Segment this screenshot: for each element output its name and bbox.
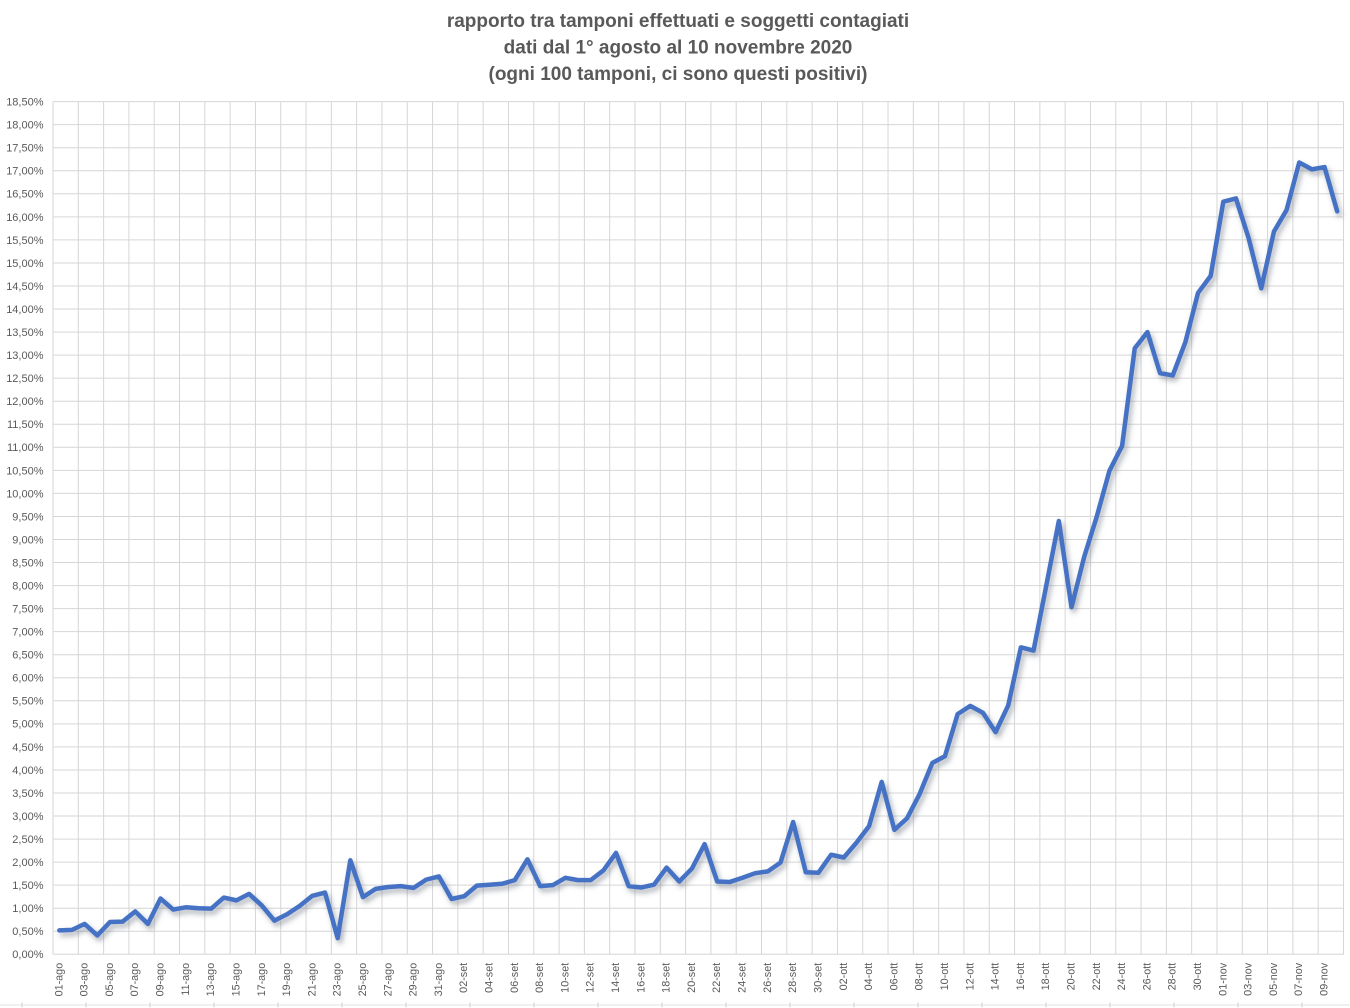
svg-text:0,00%: 0,00% bbox=[12, 949, 43, 961]
svg-text:20-ott: 20-ott bbox=[1066, 963, 1078, 991]
svg-text:2,50%: 2,50% bbox=[12, 834, 43, 846]
svg-text:20-set: 20-set bbox=[686, 963, 698, 993]
svg-text:02-set: 02-set bbox=[458, 963, 470, 993]
svg-text:07-ago: 07-ago bbox=[129, 963, 141, 997]
svg-text:09-nov: 09-nov bbox=[1319, 962, 1331, 996]
svg-text:1,00%: 1,00% bbox=[12, 903, 43, 915]
svg-text:16-set: 16-set bbox=[635, 963, 647, 993]
svg-text:09-ago: 09-ago bbox=[155, 963, 167, 997]
svg-text:01-nov: 01-nov bbox=[1217, 962, 1229, 996]
svg-text:08-set: 08-set bbox=[534, 963, 546, 993]
svg-text:16,50%: 16,50% bbox=[6, 189, 44, 201]
svg-text:dati dal 1° agosto al 10 novem: dati dal 1° agosto al 10 novembre 2020 bbox=[504, 38, 853, 59]
svg-text:31-ago: 31-ago bbox=[433, 963, 445, 997]
svg-text:08-ott: 08-ott bbox=[914, 963, 926, 991]
svg-text:03-nov: 03-nov bbox=[1243, 962, 1255, 996]
svg-text:05-nov: 05-nov bbox=[1268, 962, 1280, 996]
svg-text:18-ott: 18-ott bbox=[1040, 963, 1052, 991]
svg-text:17,00%: 17,00% bbox=[6, 166, 44, 178]
svg-text:8,50%: 8,50% bbox=[12, 557, 43, 569]
svg-text:14-set: 14-set bbox=[610, 963, 622, 993]
svg-text:04-ott: 04-ott bbox=[863, 963, 875, 991]
svg-text:4,00%: 4,00% bbox=[12, 765, 43, 777]
svg-text:11,50%: 11,50% bbox=[7, 419, 44, 431]
svg-text:28-set: 28-set bbox=[787, 963, 799, 993]
svg-text:16-ott: 16-ott bbox=[1015, 963, 1027, 991]
svg-text:10-ott: 10-ott bbox=[939, 963, 951, 991]
svg-text:4,50%: 4,50% bbox=[12, 742, 43, 754]
svg-text:12,50%: 12,50% bbox=[6, 373, 44, 385]
svg-text:30-set: 30-set bbox=[812, 963, 824, 993]
svg-text:28-ott: 28-ott bbox=[1167, 963, 1179, 991]
svg-text:9,00%: 9,00% bbox=[12, 534, 43, 546]
svg-text:3,50%: 3,50% bbox=[12, 788, 43, 800]
svg-text:29-ago: 29-ago bbox=[408, 963, 420, 997]
svg-text:24-ott: 24-ott bbox=[1116, 963, 1128, 991]
svg-text:10,00%: 10,00% bbox=[6, 488, 44, 500]
svg-text:22-set: 22-set bbox=[711, 963, 723, 993]
svg-text:9,50%: 9,50% bbox=[12, 511, 43, 523]
svg-text:8,00%: 8,00% bbox=[12, 581, 43, 593]
svg-text:12-ott: 12-ott bbox=[964, 963, 976, 991]
svg-text:03-ago: 03-ago bbox=[79, 963, 91, 997]
svg-text:0,50%: 0,50% bbox=[12, 926, 43, 938]
svg-text:6,50%: 6,50% bbox=[12, 650, 43, 662]
svg-text:04-set: 04-set bbox=[484, 963, 496, 993]
svg-text:17,50%: 17,50% bbox=[6, 143, 44, 155]
svg-text:06-ott: 06-ott bbox=[888, 963, 900, 991]
svg-text:06-set: 06-set bbox=[509, 963, 521, 993]
svg-text:rapporto tra tamponi effettuat: rapporto tra tamponi effettuati e sogget… bbox=[447, 11, 909, 32]
svg-text:12-set: 12-set bbox=[585, 963, 597, 993]
svg-text:25-ago: 25-ago bbox=[357, 963, 369, 997]
svg-text:30-ott: 30-ott bbox=[1192, 963, 1204, 991]
svg-text:10,50%: 10,50% bbox=[6, 465, 44, 477]
svg-text:11-ago: 11-ago bbox=[180, 963, 192, 996]
svg-text:17-ago: 17-ago bbox=[256, 963, 268, 997]
svg-text:24-set: 24-set bbox=[737, 963, 749, 993]
svg-text:19-ago: 19-ago bbox=[281, 963, 293, 997]
svg-text:12,00%: 12,00% bbox=[6, 396, 44, 408]
svg-text:13,00%: 13,00% bbox=[6, 350, 44, 362]
svg-text:23-ago: 23-ago bbox=[332, 963, 344, 997]
svg-text:16,00%: 16,00% bbox=[6, 212, 44, 224]
svg-text:5,00%: 5,00% bbox=[12, 719, 43, 731]
svg-text:11,00%: 11,00% bbox=[7, 442, 44, 454]
svg-text:18-set: 18-set bbox=[661, 963, 673, 993]
svg-text:27-ago: 27-ago bbox=[382, 963, 394, 997]
svg-text:05-ago: 05-ago bbox=[104, 963, 116, 997]
svg-text:26-set: 26-set bbox=[762, 963, 774, 993]
svg-text:14,00%: 14,00% bbox=[6, 304, 44, 316]
svg-text:2,00%: 2,00% bbox=[12, 857, 43, 869]
svg-text:13,50%: 13,50% bbox=[6, 327, 44, 339]
svg-text:01-ago: 01-ago bbox=[53, 963, 65, 997]
svg-text:02-ott: 02-ott bbox=[838, 963, 850, 991]
svg-text:3,00%: 3,00% bbox=[12, 811, 43, 823]
svg-text:15-ago: 15-ago bbox=[231, 963, 243, 997]
svg-text:7,50%: 7,50% bbox=[12, 604, 43, 616]
svg-text:6,00%: 6,00% bbox=[12, 673, 43, 685]
svg-text:22-ott: 22-ott bbox=[1091, 963, 1103, 991]
svg-text:7,00%: 7,00% bbox=[12, 627, 43, 639]
svg-text:10-set: 10-set bbox=[559, 963, 571, 993]
svg-text:18,50%: 18,50% bbox=[6, 97, 44, 109]
svg-text:14,50%: 14,50% bbox=[6, 281, 44, 293]
svg-text:26-ott: 26-ott bbox=[1141, 963, 1153, 991]
svg-text:5,50%: 5,50% bbox=[12, 696, 43, 708]
svg-text:14-ott: 14-ott bbox=[990, 963, 1002, 991]
svg-text:18,00%: 18,00% bbox=[6, 120, 44, 132]
svg-text:15,50%: 15,50% bbox=[6, 235, 44, 247]
svg-text:13-ago: 13-ago bbox=[205, 963, 217, 997]
svg-text:15,00%: 15,00% bbox=[6, 258, 44, 270]
svg-text:(ogni 100 tamponi, ci sono que: (ogni 100 tamponi, ci sono questi positi… bbox=[489, 64, 868, 85]
svg-text:1,50%: 1,50% bbox=[12, 880, 43, 892]
svg-text:07-nov: 07-nov bbox=[1293, 962, 1305, 996]
svg-text:21-ago: 21-ago bbox=[306, 963, 318, 997]
